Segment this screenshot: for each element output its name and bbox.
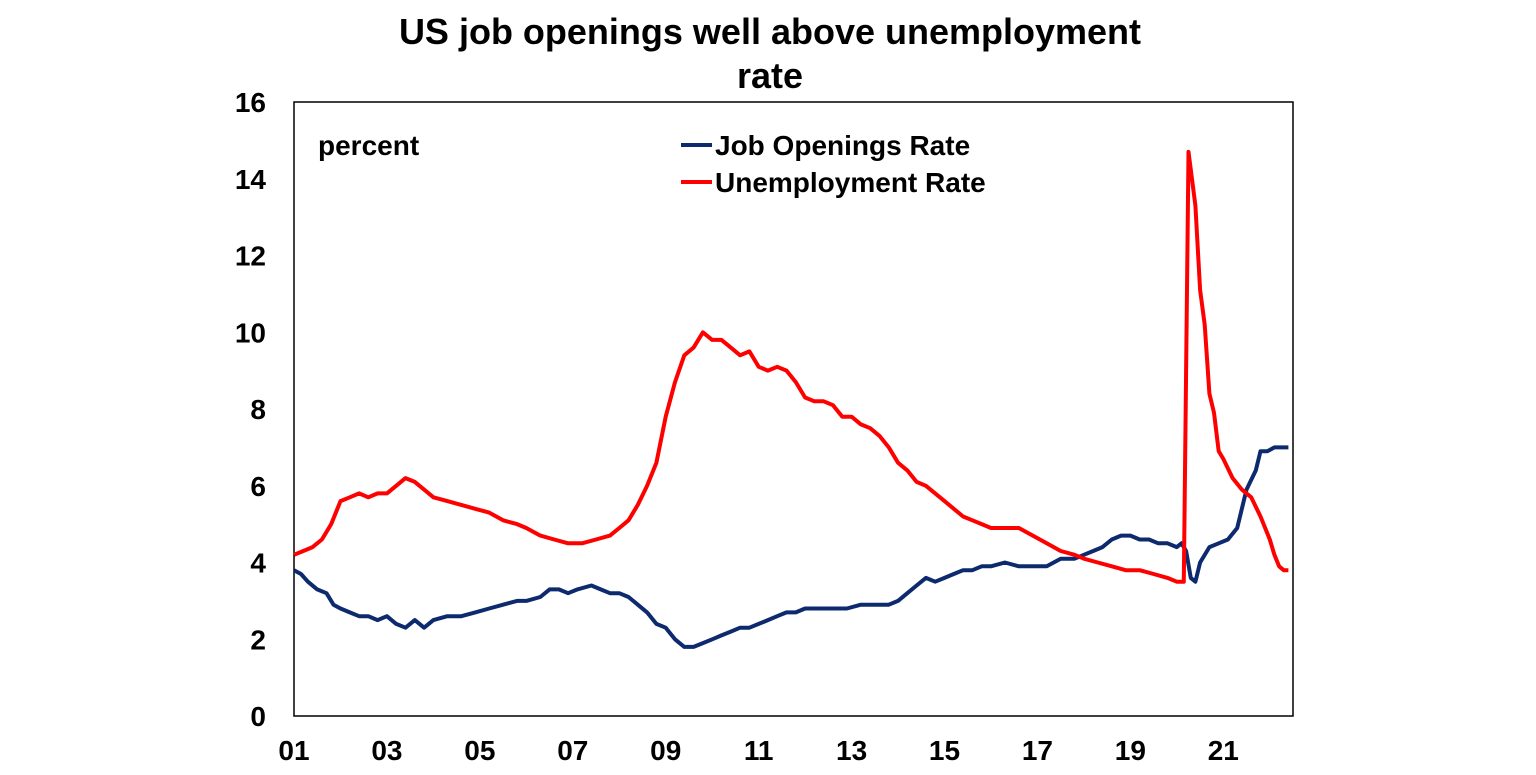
y-tick-label: 8 — [250, 394, 266, 425]
y-tick-label: 12 — [235, 241, 266, 272]
y-tick-label: 10 — [235, 317, 266, 348]
x-tick-label: 11 — [744, 735, 774, 766]
legend-label-unemployment-rate: Unemployment Rate — [715, 167, 986, 198]
y-axis-tick-labels: 0 2 4 6 8 10 12 14 16 — [235, 87, 267, 732]
x-axis-tick-labels: 01 03 05 07 09 11 13 15 17 19 21 — [278, 735, 1238, 766]
plot-area-frame — [293, 101, 1294, 717]
y-tick-label: 14 — [235, 164, 267, 195]
y-tick-label: 0 — [250, 701, 266, 732]
x-tick-label: 19 — [1115, 735, 1146, 766]
y-tick-label: 6 — [250, 471, 266, 502]
x-tick-label: 13 — [836, 735, 867, 766]
x-tick-label: 07 — [557, 735, 588, 766]
x-tick-label: 03 — [371, 735, 402, 766]
x-tick-label: 01 — [278, 735, 309, 766]
series-lines — [293, 149, 1289, 649]
x-tick-label: 09 — [650, 735, 681, 766]
x-tick-label: 17 — [1022, 735, 1053, 766]
x-tick-label: 05 — [464, 735, 495, 766]
series-line-unemployment-rate — [293, 149, 1289, 584]
legend-label-job-openings-rate: Job Openings Rate — [715, 130, 970, 161]
chart-title-line-1: US job openings well above unemployment — [398, 11, 1142, 52]
y-tick-label: 16 — [235, 87, 266, 118]
chart-title-line-2: rate — [736, 55, 804, 96]
legend: Job Openings Rate Unemployment Rate — [681, 130, 986, 198]
y-tick-label: 4 — [250, 548, 266, 579]
series-line-job-openings-rate — [293, 445, 1289, 649]
x-tick-label: 21 — [1208, 735, 1239, 766]
units-label: percent — [318, 130, 419, 161]
x-tick-label: 15 — [929, 735, 960, 766]
y-tick-label: 2 — [250, 624, 266, 655]
